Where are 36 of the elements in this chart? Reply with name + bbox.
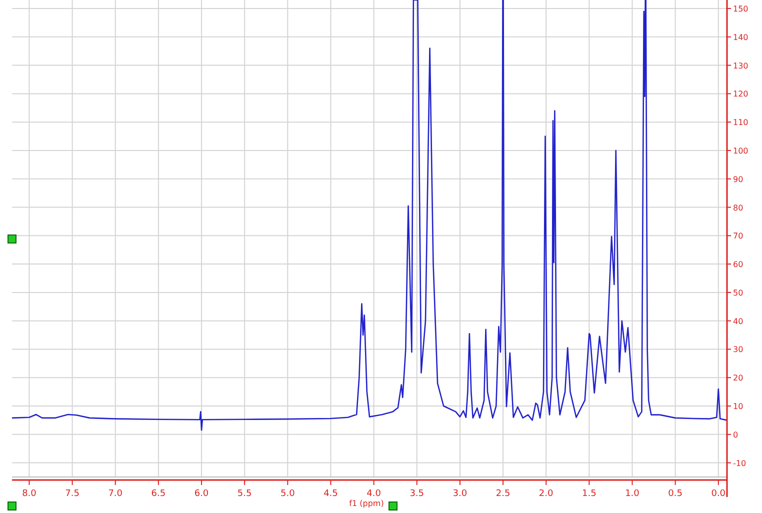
y-tick-label: 150 [733,4,748,14]
y-tick-label: -10 [733,458,746,468]
y-tick-label: 10 [733,402,744,412]
y-tick-label: 120 [733,90,748,99]
x-tick-label: 7.0 [108,489,123,499]
x-tick-label: 2.0 [538,489,554,499]
y-tick-label: 60 [733,260,744,270]
x-tick-label: 6.0 [194,489,209,499]
y-tick-label: 70 [733,232,744,241]
y-tick-label: 30 [733,345,744,354]
x-tick-label: 7.5 [65,489,80,499]
y-tick-label: 90 [733,174,744,184]
x-tick-label: 3.5 [410,489,424,499]
x-tick-label: 0.5 [668,489,682,499]
x-tick-label: 3.0 [452,489,468,499]
x-tick-label: 8.0 [22,489,37,499]
y-tick-label: 140 [733,32,748,42]
y-tick-label: 110 [733,118,748,128]
y-tick-label: 130 [733,61,748,70]
x-axis-title: f1 (ppm) [349,499,384,508]
x-tick-label: 0.0 [711,489,726,499]
x-tick-label: 6.5 [151,489,166,499]
x-tick-label: 4.0 [366,489,382,499]
y-tick-label: 40 [733,316,744,326]
x-tick-label: 5.5 [237,489,252,499]
x-tick-label: 4.5 [324,489,338,499]
x-tick-label: 5.0 [280,489,296,499]
y-tick-label: 0 [733,430,738,440]
x-tick-label: 1.0 [625,489,640,499]
y-tick-label: 80 [733,203,744,212]
y-tick-label: 20 [733,374,744,383]
x-tick-label: 2.5 [496,489,510,499]
y-tick-label: 100 [733,146,748,156]
y-tick-label: 50 [733,288,744,298]
x-tick-label: 1.5 [582,489,596,499]
line-series [12,0,727,431]
